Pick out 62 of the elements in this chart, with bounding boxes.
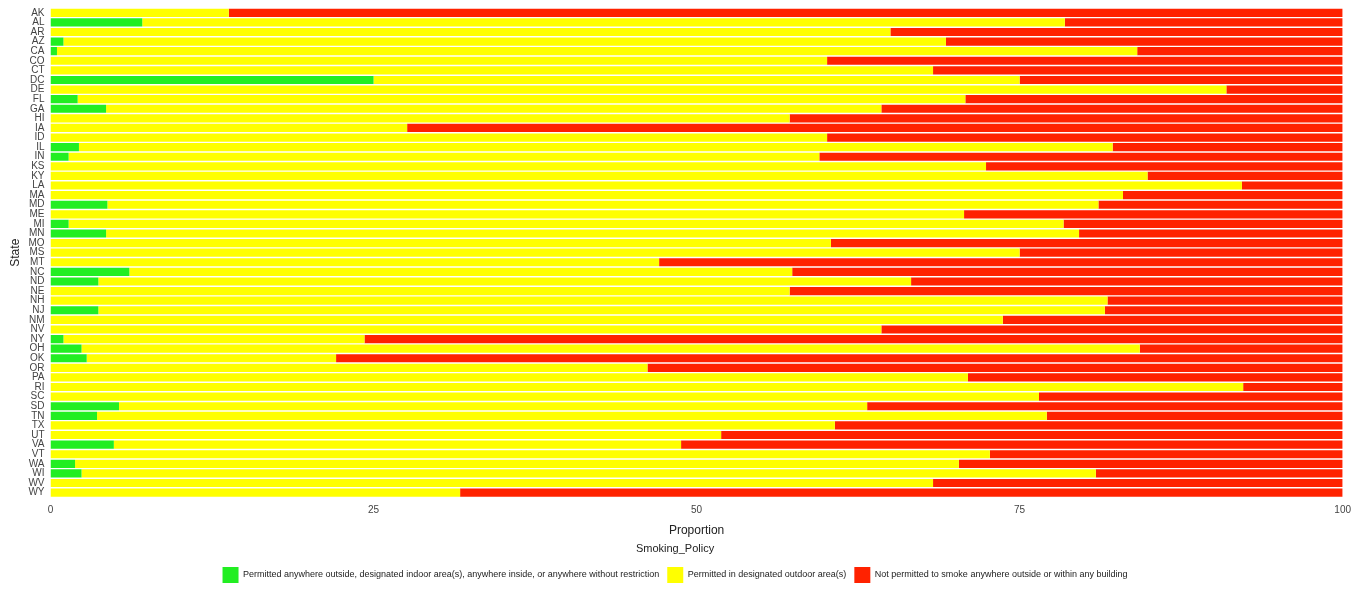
y-tick-label: WA (28, 457, 45, 469)
legend-label: Permitted in designated outdoor area(s) (687, 569, 847, 580)
y-tick-label: NE (30, 284, 45, 296)
y-tick-label: MO (28, 236, 45, 248)
x-tick-label: 0 (47, 504, 54, 516)
y-tick-label: HI (34, 112, 45, 124)
y-tick-label: OH (29, 342, 45, 354)
y-tick-label: CO (29, 54, 45, 66)
x-axis-title: Proportion (668, 522, 725, 537)
y-tick-label: DC (30, 73, 45, 85)
y-tick-label: AR (30, 25, 45, 37)
y-tick-label: SD (30, 399, 45, 411)
y-tick-label: ND (30, 275, 45, 287)
y-tick-label: ID (34, 131, 45, 143)
y-tick-label: UT (31, 428, 45, 440)
y-tick-label: OR (29, 361, 45, 373)
y-tick-label: AZ (31, 35, 45, 47)
y-tick-label: VT (31, 447, 45, 459)
y-tick-label: WV (28, 476, 45, 488)
y-tick-label: ME (29, 208, 45, 220)
y-tick-label: GA (30, 102, 45, 114)
x-tick-label: 25 (367, 504, 380, 516)
y-tick-label: WY (28, 486, 45, 498)
y-tick-label: NH (30, 294, 45, 306)
y-tick-label: IL (36, 140, 45, 152)
y-tick-label: CA (30, 44, 45, 56)
y-tick-label: MD (28, 198, 45, 210)
y-tick-label: KY (31, 169, 45, 181)
y-tick-label: LA (32, 179, 45, 191)
y-tick-label: DE (30, 83, 45, 95)
y-tick-label: MN (28, 227, 45, 239)
y-axis-title: State (7, 238, 22, 267)
legend-label: Permitted anywhere outside, designated indoor area(s), anywhere inside, or anywhere without restriction (243, 569, 660, 580)
y-tick-label: MT (30, 256, 45, 268)
y-tick-label: NC (30, 265, 45, 277)
y-tick-label: NM (28, 313, 45, 325)
y-tick-label: SC (30, 390, 45, 402)
y-tick-label: PA (31, 371, 45, 383)
y-tick-label: AK (31, 6, 45, 18)
y-tick-label: OK (30, 352, 45, 364)
y-tick-label: MI (33, 217, 45, 229)
y-tick-label: NJ (32, 304, 45, 316)
y-tick-label: RI (34, 380, 45, 392)
y-tick-label: CT (31, 64, 45, 76)
x-tick-label: 50 (691, 504, 703, 516)
y-tick-label: NY (30, 332, 45, 344)
y-tick-label: MS (29, 246, 45, 258)
y-tick-label: IN (34, 150, 45, 162)
y-tick-label: TX (31, 419, 45, 431)
legend-label: Not permitted to smoke anywhere outside or within any building (874, 569, 1128, 580)
y-tick-label: TN (31, 409, 45, 421)
x-tick-label: 75 (1014, 504, 1026, 516)
y-tick-label: NV (30, 323, 45, 335)
x-tick-label: 100 (1334, 504, 1352, 516)
y-tick-label: MA (29, 188, 45, 200)
y-tick-label: VA (31, 438, 45, 450)
y-tick-label: WI (32, 467, 45, 479)
y-tick-label: AL (32, 16, 45, 28)
y-tick-label: KS (31, 160, 45, 172)
y-tick-label: IA (35, 121, 45, 133)
legend-title: Smoking_Policy (635, 542, 715, 555)
y-tick-label: FL (32, 92, 45, 104)
